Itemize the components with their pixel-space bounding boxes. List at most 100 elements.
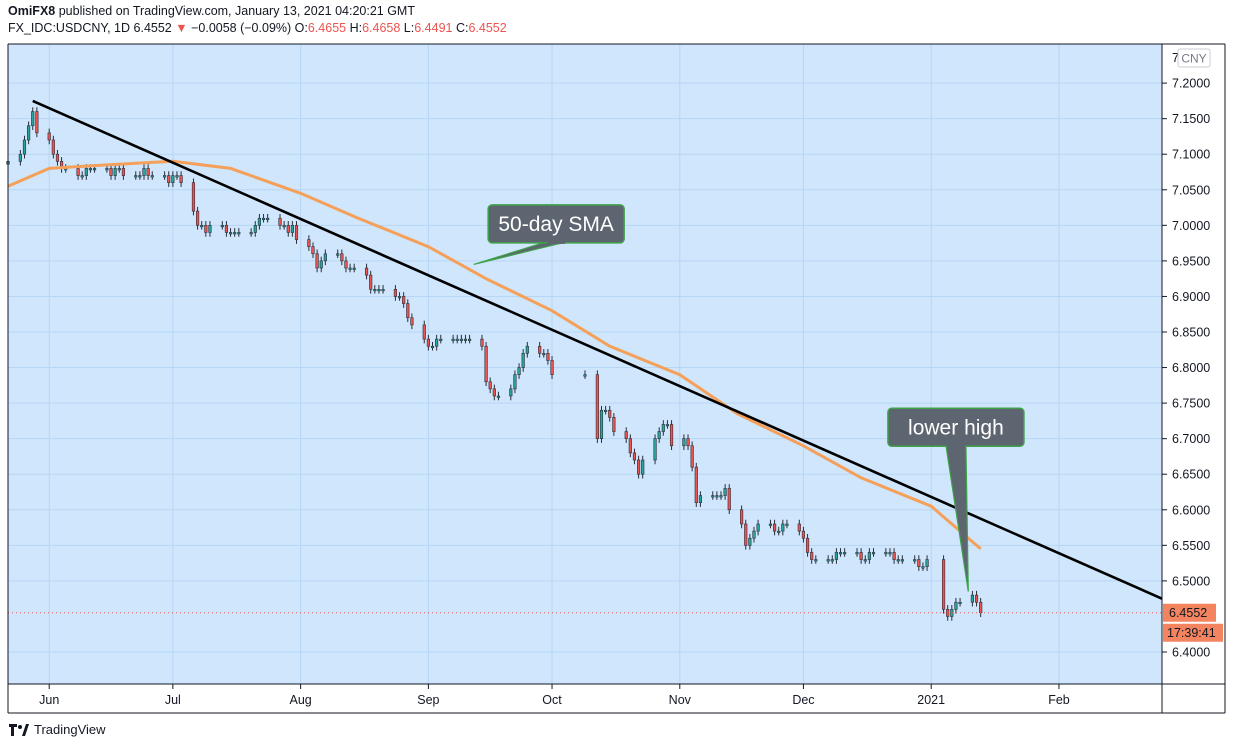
candle-body bbox=[191, 182, 196, 212]
close-label: C: bbox=[455, 21, 469, 35]
candle-body bbox=[340, 253, 344, 262]
countdown-tag-bg bbox=[1163, 623, 1223, 642]
price-tick-label-top: 7 bbox=[1172, 51, 1179, 65]
candle-body bbox=[373, 289, 377, 292]
candle-body bbox=[121, 168, 125, 176]
price-tick-label: 6.6000 bbox=[1172, 503, 1210, 517]
candle-body bbox=[517, 367, 521, 375]
candle-body bbox=[233, 232, 237, 235]
candle-body bbox=[364, 267, 369, 276]
price-tick-label: 6.4000 bbox=[1172, 646, 1210, 660]
candle-body bbox=[319, 260, 323, 269]
candle-body bbox=[282, 225, 286, 228]
candle-body bbox=[286, 225, 290, 233]
candle-body bbox=[690, 445, 694, 468]
candle-body bbox=[35, 111, 39, 134]
candle-body bbox=[80, 175, 84, 178]
candle-body bbox=[727, 488, 731, 511]
time-tick-label: Oct bbox=[542, 693, 562, 707]
price-tags: 6.4552 17:39:41 bbox=[1163, 603, 1223, 642]
price-tick-label: 7.1000 bbox=[1172, 148, 1210, 162]
brand-name: TradingView bbox=[34, 722, 106, 737]
candle-body bbox=[768, 523, 773, 526]
candle-body bbox=[814, 559, 818, 562]
callout-label: 50-day SMA bbox=[498, 213, 614, 236]
candle-body bbox=[525, 345, 529, 354]
countdown-label: 17:39:41 bbox=[1167, 626, 1216, 640]
candle-body bbox=[249, 232, 253, 235]
candle-body bbox=[838, 552, 843, 555]
candle-body bbox=[612, 417, 616, 432]
time-axis-bg bbox=[8, 684, 1225, 714]
candle-body bbox=[826, 559, 830, 562]
open-value: 6.4655 bbox=[307, 21, 347, 35]
candle-body bbox=[855, 552, 859, 555]
publish-info: published on TradingView.com, January 13… bbox=[58, 4, 415, 18]
symbol-label[interactable]: FX_IDC:USDCNY, 1D bbox=[8, 21, 131, 35]
candle-body bbox=[711, 495, 715, 498]
candle-body bbox=[752, 530, 756, 539]
price-tick-label: 6.5000 bbox=[1172, 574, 1210, 588]
candle-body bbox=[830, 559, 834, 562]
candle-body bbox=[950, 609, 954, 617]
candle-body bbox=[719, 495, 723, 498]
candle-body bbox=[150, 175, 154, 178]
candle-body bbox=[628, 438, 632, 454]
candle-body bbox=[237, 232, 241, 235]
candle-body bbox=[595, 374, 599, 439]
candle-body bbox=[970, 594, 974, 603]
price-tick-label: 7.0000 bbox=[1172, 219, 1210, 233]
candle-body bbox=[167, 175, 171, 183]
high-label: H: bbox=[349, 21, 363, 35]
price-tick-label: 6.9500 bbox=[1172, 254, 1210, 268]
price-tick-label: 6.5500 bbox=[1172, 539, 1210, 553]
price-axis[interactable]: 7.2000 7.1500 7.1000 7.0500 7.0000 6.9500 6.90… bbox=[1161, 44, 1225, 684]
candle-body bbox=[451, 338, 455, 341]
price-tag-bg bbox=[1163, 603, 1216, 622]
candle-body bbox=[84, 168, 88, 176]
candle-body bbox=[290, 225, 294, 233]
brand[interactable]: TradingView bbox=[8, 722, 106, 737]
candle-body bbox=[632, 452, 637, 461]
candle-body bbox=[859, 552, 863, 560]
price-tick-label: 6.7000 bbox=[1172, 432, 1210, 446]
candle-body bbox=[686, 438, 690, 447]
candle-body bbox=[715, 495, 719, 498]
candle-body bbox=[105, 168, 109, 171]
candle-body bbox=[810, 552, 814, 560]
candle-body bbox=[801, 530, 806, 539]
candle-body bbox=[459, 338, 463, 341]
time-axis[interactable]: Jun Jul Aug Sep Oct Nov Dec 2021 Feb bbox=[7, 43, 1226, 714]
plot-area[interactable] bbox=[8, 44, 1162, 684]
candle-body bbox=[657, 431, 661, 439]
candle-body bbox=[484, 345, 488, 383]
candle-body bbox=[146, 168, 150, 176]
author-name[interactable]: OmiFX8 bbox=[8, 4, 56, 18]
time-tick-label: Jun bbox=[39, 693, 59, 707]
candle-body bbox=[381, 289, 385, 292]
time-tick-label: 2021 bbox=[917, 693, 945, 707]
price-tick-label: 7.2000 bbox=[1172, 77, 1210, 91]
candle-body bbox=[550, 360, 554, 375]
price-tick-label: 6.8000 bbox=[1172, 361, 1210, 375]
candle-body bbox=[797, 523, 801, 532]
candle-body bbox=[171, 175, 175, 183]
candle-body bbox=[599, 409, 604, 439]
candle-body bbox=[208, 225, 212, 233]
candle-body bbox=[777, 530, 781, 533]
price-axis-bg bbox=[1162, 44, 1225, 684]
time-tick-label: Dec bbox=[792, 693, 814, 707]
candle-body bbox=[521, 353, 525, 368]
candle-body bbox=[393, 289, 397, 297]
candle-body bbox=[608, 409, 612, 418]
candle-body bbox=[117, 168, 121, 171]
price-tick-label: 6.8500 bbox=[1172, 326, 1210, 340]
candle-body bbox=[513, 374, 517, 390]
candle-body bbox=[200, 225, 204, 228]
candle-body bbox=[805, 537, 810, 553]
candle-body bbox=[138, 175, 142, 178]
candle-body bbox=[682, 438, 686, 447]
candle-body bbox=[175, 175, 179, 178]
candle-body bbox=[624, 431, 628, 439]
